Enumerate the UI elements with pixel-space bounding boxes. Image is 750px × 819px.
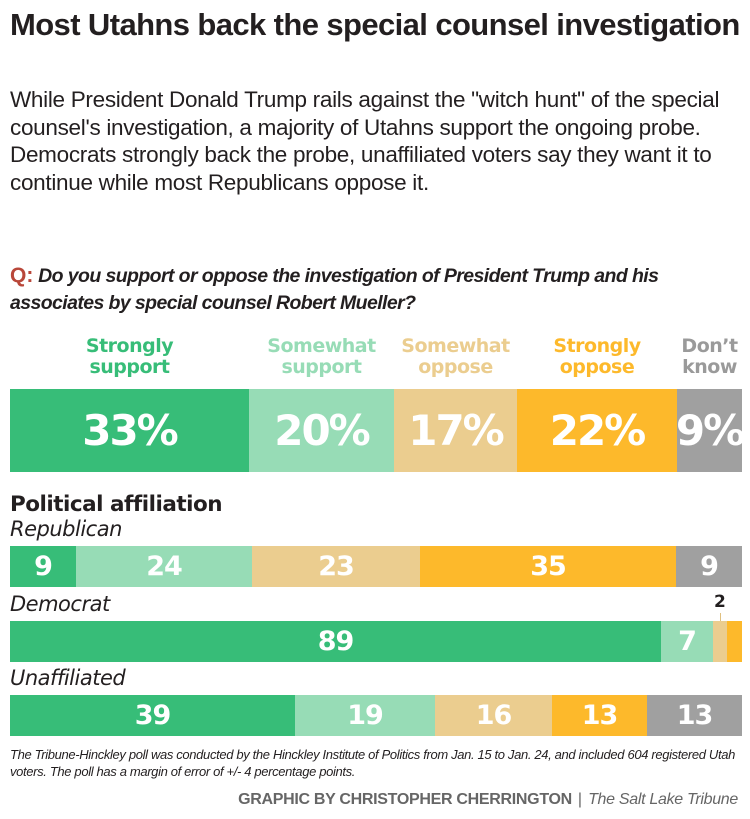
segment-value-label: 89 — [317, 626, 355, 657]
democrat-segment-somewhat-oppose — [713, 621, 727, 662]
legend-label-line: Somewhat — [401, 335, 510, 357]
legend-label-line: Strongly — [85, 335, 174, 357]
group-label-republican: Republican — [10, 517, 122, 541]
segment-value-label: 22% — [549, 406, 647, 455]
credit-separator: | — [577, 791, 583, 808]
unaffiliated-bar: 39 19 16 13 13 — [10, 695, 742, 736]
democrat-segment-strongly-oppose — [727, 621, 742, 662]
legend-label-line: Somewhat — [267, 335, 376, 357]
legend-label-strongly-support: Strongly support — [0, 336, 259, 378]
overall-segment-strongly-support: 33% — [10, 389, 249, 472]
republican-segment-strongly-oppose: 35 — [420, 546, 676, 587]
unaffiliated-segment-somewhat-support: 19 — [295, 695, 435, 736]
segment-value-label: 24 — [146, 551, 183, 582]
segment-value-label: 9 — [34, 551, 53, 582]
publication-name: The Salt Lake Tribune — [588, 791, 738, 808]
section-title: Political affiliation — [10, 492, 223, 517]
credit-line: GRAPHIC BY CHRISTOPHER CHERRINGTON | The S… — [238, 789, 738, 809]
question-text: Do you support or oppose the investigati… — [10, 265, 659, 314]
segment-value-label: 13 — [676, 700, 714, 731]
legend-label-line: Strongly — [553, 335, 641, 357]
overall-segment-dont-know: 9% — [675, 389, 745, 472]
unaffiliated-segment-strongly-oppose: 13 — [552, 695, 647, 736]
democrat-segment-somewhat-support: 7 — [661, 621, 713, 662]
segment-value-label: 33% — [82, 406, 179, 455]
unaffiliated-segment-dont-know: 13 — [647, 695, 742, 736]
legend-label-line: support — [281, 356, 362, 378]
segment-value-label: 23 — [318, 551, 355, 582]
chart-title: Most Utahns back the special counsel inv… — [10, 7, 740, 42]
legend-label-line: support — [89, 356, 170, 378]
republican-segment-somewhat-oppose: 23 — [252, 546, 420, 587]
legend-label-line: know — [682, 356, 737, 378]
legend-label-somewhat-support: Somewhat support — [239, 336, 404, 378]
segment-value-label: 19 — [347, 700, 384, 731]
question-prefix: Q: — [10, 264, 34, 287]
segment-value-label: 9% — [675, 406, 745, 455]
segment-value-label: 17% — [408, 406, 505, 455]
overall-segment-somewhat-support: 20% — [249, 389, 394, 472]
graphic-credit: GRAPHIC BY CHRISTOPHER CHERRINGTON — [238, 791, 572, 808]
segment-value-label: 7 — [678, 626, 697, 657]
legend-label-line: oppose — [418, 356, 493, 378]
group-label-democrat: Democrat — [10, 592, 110, 616]
overall-segment-strongly-oppose: 22% — [517, 389, 677, 472]
legend-label-somewhat-oppose: Somewhat oppose — [384, 336, 527, 378]
chart-description: While President Donald Trump rails again… — [10, 87, 720, 195]
callout-leader-line — [720, 613, 721, 621]
segment-value-label: 16 — [475, 700, 513, 731]
unaffiliated-segment-somewhat-oppose: 16 — [435, 695, 552, 736]
republican-segment-dont-know: 9 — [676, 546, 742, 587]
callout-label: 2 — [714, 592, 726, 612]
overall-segment-somewhat-oppose: 17% — [394, 389, 517, 472]
legend-label-line: oppose — [559, 356, 635, 378]
democrat-bar: 89 7 — [10, 621, 742, 662]
legend-label-strongly-oppose: Strongly oppose — [507, 336, 687, 378]
survey-question: Q: Do you support or oppose the investig… — [10, 262, 745, 317]
segment-value-label: 35 — [530, 551, 567, 582]
democrat-segment-strongly-support: 89 — [10, 621, 661, 662]
segment-value-label: 20% — [274, 406, 371, 455]
methodology-note: The Tribune-Hinckley poll was conducted … — [10, 747, 735, 779]
legend-label-dont-know: Don’t know — [667, 336, 750, 378]
republican-segment-strongly-support: 9 — [10, 546, 76, 587]
segment-value-label: 39 — [134, 700, 172, 731]
overall-bar: 33% 20% 17% 22% 9% — [10, 389, 745, 472]
segment-value-label: 13 — [581, 700, 619, 731]
unaffiliated-segment-strongly-support: 39 — [10, 695, 295, 736]
segment-value-label: 9 — [700, 551, 719, 582]
legend-label-line: Don’t — [681, 335, 738, 357]
group-label-unaffiliated: Unaffiliated — [10, 666, 126, 690]
republican-segment-somewhat-support: 24 — [76, 546, 252, 587]
republican-bar: 9 24 23 35 9 — [10, 546, 742, 587]
